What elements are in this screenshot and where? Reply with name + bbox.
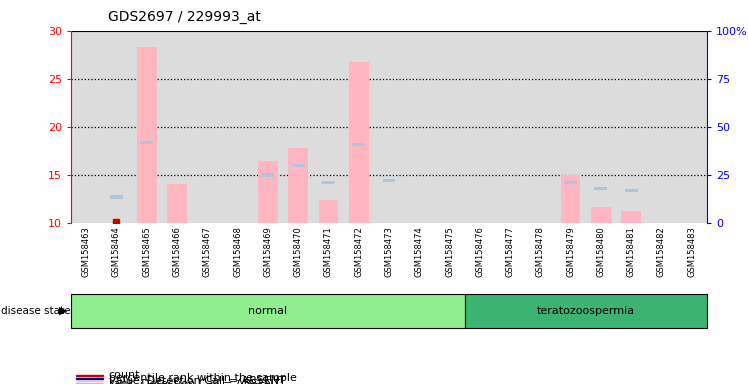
Bar [646, 31, 677, 223]
Text: GDS2697 / 229993_at: GDS2697 / 229993_at [108, 10, 261, 23]
Bar [292, 164, 304, 167]
Text: GSM158469: GSM158469 [263, 226, 272, 277]
Bar [525, 31, 556, 223]
Bar [283, 31, 313, 223]
Bar [71, 294, 465, 328]
Bar [349, 62, 369, 223]
Bar [262, 173, 275, 177]
Text: GSM158482: GSM158482 [657, 226, 666, 277]
Text: GSM158483: GSM158483 [687, 226, 696, 277]
Text: GSM158464: GSM158464 [112, 226, 121, 277]
Bar [561, 175, 580, 223]
Bar [258, 161, 278, 223]
Text: ▶: ▶ [59, 306, 67, 316]
Bar [322, 181, 335, 184]
Text: GSM158473: GSM158473 [384, 226, 393, 277]
Text: GSM158470: GSM158470 [294, 226, 303, 277]
Bar [288, 148, 308, 223]
Bar [76, 378, 103, 379]
Text: GSM158474: GSM158474 [414, 226, 423, 277]
Bar [382, 179, 396, 182]
Text: GSM158472: GSM158472 [355, 226, 364, 277]
Bar [319, 200, 338, 223]
Bar [343, 31, 374, 223]
Bar [595, 187, 607, 190]
Bar [253, 31, 283, 223]
Text: GSM158468: GSM158468 [233, 226, 242, 277]
Bar [616, 31, 646, 223]
Text: GSM158465: GSM158465 [142, 226, 151, 277]
Text: disease state: disease state [1, 306, 70, 316]
Bar [76, 375, 103, 376]
Bar [352, 142, 365, 146]
Text: GSM158463: GSM158463 [82, 226, 91, 277]
Bar [132, 31, 162, 223]
Text: percentile rank within the sample: percentile rank within the sample [108, 373, 297, 383]
Bar [313, 31, 343, 223]
Text: GSM158466: GSM158466 [173, 226, 182, 277]
Text: count: count [108, 371, 141, 381]
Bar [435, 31, 465, 223]
Bar [625, 189, 637, 192]
Bar [556, 31, 586, 223]
Bar [591, 207, 610, 223]
Text: value, Detection Call = ABSENT: value, Detection Call = ABSENT [108, 376, 286, 384]
Bar [465, 294, 707, 328]
Bar [586, 31, 616, 223]
Bar [168, 184, 187, 223]
Bar [564, 181, 577, 184]
Text: rank, Detection Call = ABSENT: rank, Detection Call = ABSENT [108, 379, 280, 384]
Bar [465, 31, 495, 223]
Text: GSM158475: GSM158475 [445, 226, 454, 277]
Bar [101, 31, 132, 223]
Text: GSM158476: GSM158476 [475, 226, 484, 277]
Bar [76, 383, 103, 384]
Bar [222, 31, 253, 223]
Bar [495, 31, 525, 223]
Bar [162, 31, 192, 223]
Bar [192, 31, 222, 223]
Bar [137, 47, 156, 223]
Text: GSM158471: GSM158471 [324, 226, 333, 277]
Text: teratozoospermia: teratozoospermia [537, 306, 635, 316]
Bar [71, 31, 101, 223]
Bar [622, 211, 641, 223]
Bar [110, 195, 123, 199]
Text: GSM158480: GSM158480 [596, 226, 605, 277]
Text: GSM158478: GSM158478 [536, 226, 545, 277]
Text: GSM158477: GSM158477 [506, 226, 515, 277]
Bar [404, 31, 435, 223]
Text: GSM158467: GSM158467 [203, 226, 212, 277]
Text: normal: normal [248, 306, 287, 316]
Text: GSM158481: GSM158481 [627, 226, 636, 277]
Text: GSM158479: GSM158479 [566, 226, 575, 277]
Bar [141, 141, 153, 144]
Bar [374, 31, 404, 223]
Bar [677, 31, 707, 223]
